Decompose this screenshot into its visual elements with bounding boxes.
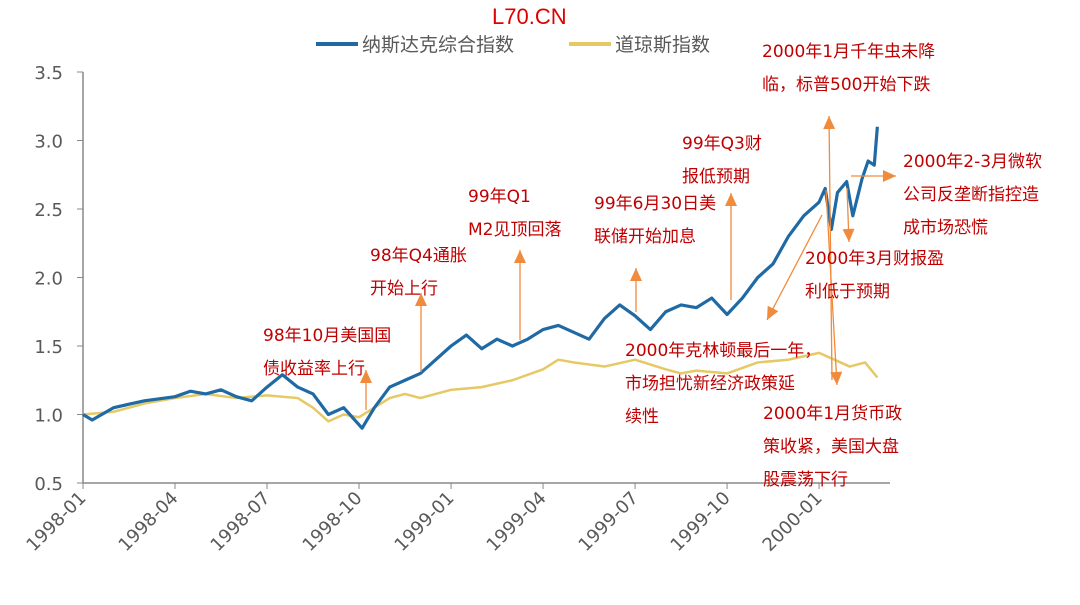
- annotation: 99年Q1 M2见顶回落: [468, 181, 561, 247]
- y-tick-label: 2.5: [34, 200, 63, 221]
- annotation-line: 99年Q1: [468, 187, 531, 207]
- annotation-line: 开始上行: [370, 279, 438, 299]
- annotation: 99年Q3财 报低预期: [682, 128, 762, 194]
- x-tick-label: 1998-04: [115, 488, 183, 556]
- x-tick-label: 2000-01: [759, 488, 827, 556]
- annotation-line: 续性: [625, 407, 659, 427]
- arrow-head-icon: [830, 371, 843, 385]
- x-tick-label: 1999-04: [483, 488, 551, 556]
- annotation-arrow-line: [828, 115, 833, 381]
- annotation-line: 98年10月美国国: [263, 326, 392, 346]
- annotation-line: 2000年1月货币政: [763, 404, 903, 424]
- nasdaq-line: [82, 126, 879, 430]
- annotation-line: 利低于预期: [805, 282, 890, 302]
- annotation: 2000年1月千年虫未降 临，标普500开始下跌: [762, 36, 935, 102]
- x-tick-label: 1999-07: [575, 488, 643, 556]
- y-tick-label: 2.0: [34, 269, 63, 290]
- y-tick-label: 1.0: [34, 406, 63, 427]
- legend-swatch: [569, 41, 611, 46]
- y-tick-label: 3.5: [34, 63, 63, 84]
- annotation-line: 成市场恐慌: [903, 218, 988, 238]
- annotation-line: 市场担忧新经济政策延: [625, 374, 795, 394]
- x-tick-label: 1999-10: [667, 488, 735, 556]
- arrow-head-icon: [767, 305, 779, 320]
- annotation-line: 公司反垄断指控造: [903, 185, 1039, 205]
- legend-dow: 道琼斯指数: [569, 30, 710, 57]
- annotation: 2000年1月货币政 策收紧，美国大盘 股震荡下行: [763, 398, 902, 497]
- x-tick-label: 1999-01: [391, 488, 459, 556]
- annotation: 98年10月美国国 债收益率上行: [263, 320, 391, 386]
- annotation-line: 联储开始加息: [594, 227, 696, 247]
- annotation-arrow-line: [825, 189, 838, 386]
- arrow-head-icon: [725, 193, 737, 206]
- y-tick-label: 0.5: [34, 474, 63, 495]
- annotation-line: 报低预期: [682, 167, 750, 187]
- arrow-head-icon: [823, 116, 836, 130]
- annotation-line: 临，标普500开始下跌: [762, 75, 931, 95]
- annotation-line: 99年Q3财: [682, 134, 762, 154]
- legend-swatch: [316, 41, 358, 46]
- annotation-line: 策收紧，美国大盘: [763, 437, 899, 457]
- annotation-line: 股震荡下行: [763, 470, 848, 490]
- annotation-line: M2见顶回落: [468, 220, 562, 240]
- annotation-arrow-line: [766, 214, 823, 321]
- arrow-head-icon: [842, 228, 855, 242]
- y-tick-label: 3.0: [34, 132, 63, 153]
- arrow-head-icon: [630, 268, 642, 281]
- legend-label: 道琼斯指数: [615, 34, 711, 56]
- annotation-line: 2000年3月财报盈: [805, 249, 945, 269]
- annotation-line: 2000年1月千年虫未降: [762, 42, 936, 62]
- annotation: 2000年克林顿最后一年， 市场担忧新经济政策延 续性: [625, 335, 821, 434]
- annotation-line: 99年6月30日美: [594, 194, 717, 214]
- watermark: L70.CN: [492, 4, 567, 29]
- annotation-line: 2000年克林顿最后一年，: [625, 341, 822, 361]
- x-tick-label: 1998-01: [22, 488, 90, 556]
- arrow-head-icon: [415, 293, 427, 306]
- arrow-head-icon: [360, 370, 372, 383]
- annotation-line: 98年Q4通胀: [370, 246, 467, 266]
- annotation-line: 债收益率上行: [263, 359, 365, 379]
- y-tick-label: 1.5: [34, 337, 63, 358]
- x-tick-label: 1998-07: [207, 488, 275, 556]
- annotation-line: 2000年2-3月微软: [903, 152, 1043, 172]
- x-tick-label: 1998-10: [299, 488, 367, 556]
- legend-label: 纳斯达克综合指数: [362, 34, 515, 56]
- arrow-head-icon: [514, 250, 526, 263]
- annotation: 99年6月30日美 联储开始加息: [594, 188, 716, 254]
- legend-nasdaq: 纳斯达克综合指数: [316, 30, 514, 57]
- annotation: 98年Q4通胀 开始上行: [370, 240, 467, 306]
- arrow-head-icon: [883, 170, 896, 182]
- annotation: 2000年3月财报盈 利低于预期: [805, 243, 944, 309]
- annotation: 2000年2-3月微软 公司反垄断指控造 成市场恐慌: [903, 146, 1042, 245]
